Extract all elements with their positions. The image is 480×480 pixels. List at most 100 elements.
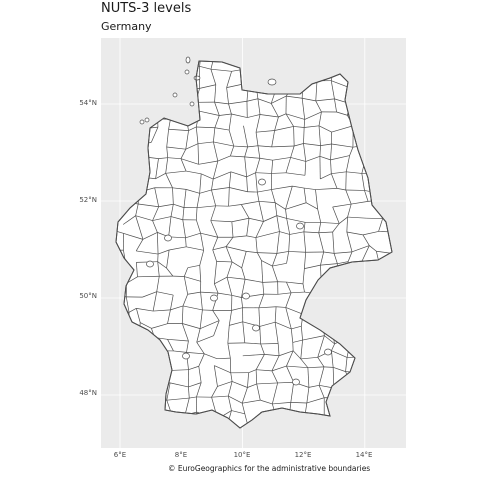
region-border — [330, 322, 347, 327]
region-border — [271, 382, 278, 405]
region-border — [394, 162, 414, 164]
region-border — [332, 426, 348, 428]
region-border — [255, 237, 258, 253]
region-border — [214, 276, 228, 285]
region-border — [274, 442, 288, 444]
region-border — [346, 231, 353, 252]
region-border — [214, 442, 225, 444]
region-border — [261, 260, 273, 267]
region-border — [300, 358, 309, 368]
region-border — [289, 69, 292, 89]
region-border — [231, 113, 248, 118]
region-border — [261, 260, 264, 283]
region-border — [168, 84, 172, 97]
region-border — [290, 157, 306, 162]
region-border — [334, 335, 352, 345]
region-border — [406, 224, 408, 232]
region-border — [167, 338, 189, 342]
region-border — [231, 381, 248, 388]
region-border — [196, 342, 205, 354]
region-border — [229, 321, 243, 326]
region-border — [226, 87, 229, 104]
region-border — [228, 100, 248, 105]
region-border — [347, 298, 353, 315]
region-border — [378, 127, 382, 145]
region-border — [382, 65, 392, 72]
region-border — [367, 413, 383, 416]
region-border — [322, 431, 332, 434]
region-border — [367, 73, 370, 82]
region-border — [256, 61, 260, 71]
region-border — [406, 232, 408, 246]
region-border — [241, 387, 248, 404]
enclave-district-8 — [146, 260, 154, 268]
region-border — [290, 145, 295, 158]
region-border — [216, 261, 233, 263]
region-border — [390, 99, 392, 115]
region-border — [170, 294, 174, 310]
region-border — [167, 157, 181, 160]
region-border — [360, 340, 383, 342]
region-border — [332, 441, 352, 443]
region-border — [186, 110, 200, 119]
region-border — [347, 278, 361, 283]
region-border — [264, 442, 273, 445]
region-border — [120, 388, 124, 398]
region-border — [116, 162, 125, 165]
region-border — [125, 296, 130, 313]
region-border — [381, 400, 384, 416]
region-border — [212, 310, 220, 321]
region-border — [257, 145, 261, 159]
region-border — [293, 126, 295, 146]
region-border — [185, 189, 200, 194]
region-border — [330, 143, 332, 160]
region-border — [139, 156, 144, 178]
region-border — [246, 51, 258, 55]
region-border — [199, 84, 216, 89]
lat-tick-54: 54°N — [79, 99, 97, 107]
region-border — [231, 217, 250, 223]
region-border — [114, 374, 115, 385]
region-border — [286, 218, 291, 235]
region-border — [120, 372, 122, 389]
region-border — [199, 110, 220, 116]
region-border — [331, 350, 348, 358]
region-border — [228, 103, 232, 115]
region-border — [213, 141, 219, 162]
region-border — [318, 125, 332, 133]
region-border — [330, 80, 335, 99]
region-border — [378, 127, 392, 131]
region-border — [365, 53, 381, 54]
region-border — [324, 335, 335, 345]
region-border — [332, 61, 337, 73]
region-border — [139, 144, 144, 157]
region-border — [121, 433, 123, 448]
region-border — [151, 412, 173, 417]
region-border — [319, 53, 336, 55]
region-border — [410, 387, 411, 400]
region-border — [334, 251, 353, 254]
region-border — [226, 276, 246, 280]
region-border — [245, 61, 250, 69]
enclave-district-1 — [296, 222, 304, 230]
region-border — [397, 312, 399, 329]
region-border — [172, 187, 187, 190]
region-border — [305, 156, 321, 162]
region-border — [182, 305, 203, 311]
region-border — [331, 343, 335, 351]
region-border — [261, 431, 276, 433]
region-border — [395, 66, 408, 69]
region-border — [347, 203, 352, 218]
island-0 — [185, 56, 191, 64]
region-border — [230, 145, 235, 157]
region-border — [274, 202, 286, 210]
region-border — [302, 306, 320, 315]
region-border — [226, 246, 247, 252]
region-border — [278, 113, 287, 118]
region-border — [241, 403, 246, 414]
region-border — [394, 192, 397, 209]
region-border — [347, 53, 364, 60]
region-border — [285, 292, 292, 308]
region-border — [274, 126, 294, 131]
region-border — [256, 191, 260, 202]
